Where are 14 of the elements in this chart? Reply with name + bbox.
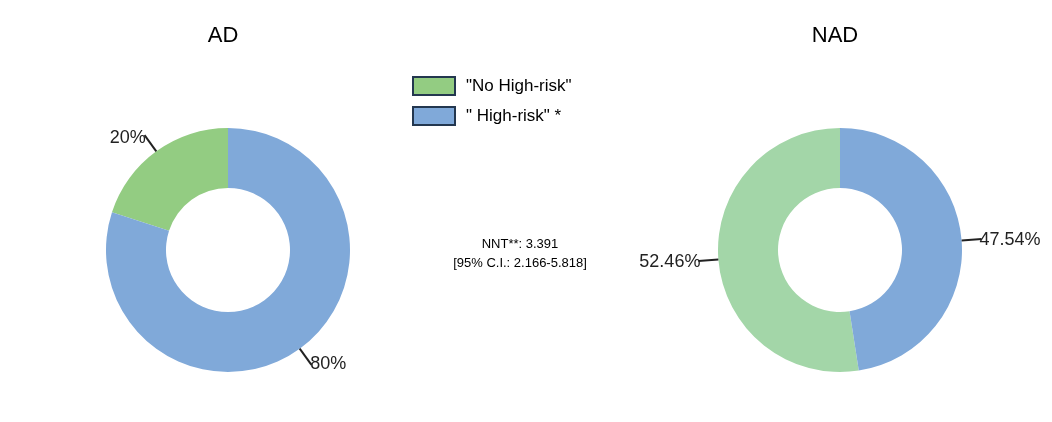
- donut-slice: [106, 128, 350, 372]
- text: NNT**: 3.391: [480, 235, 560, 253]
- donut-slice: [718, 128, 859, 372]
- donut-slice: [111, 128, 228, 231]
- data-label: 52.46%: [639, 250, 701, 271]
- data-label: 47.54%: [979, 229, 1041, 250]
- legend-label: " High-risk" *: [466, 106, 562, 126]
- data-label: 20%: [109, 126, 146, 147]
- chart-title: NAD: [810, 22, 860, 48]
- donut-slice: [840, 128, 962, 371]
- chart-title: AD: [206, 22, 240, 48]
- legend-label: "No High-risk": [466, 76, 572, 96]
- data-label: 80%: [310, 353, 347, 374]
- text: [95% C.I.: 2.166-5.818]: [452, 254, 588, 272]
